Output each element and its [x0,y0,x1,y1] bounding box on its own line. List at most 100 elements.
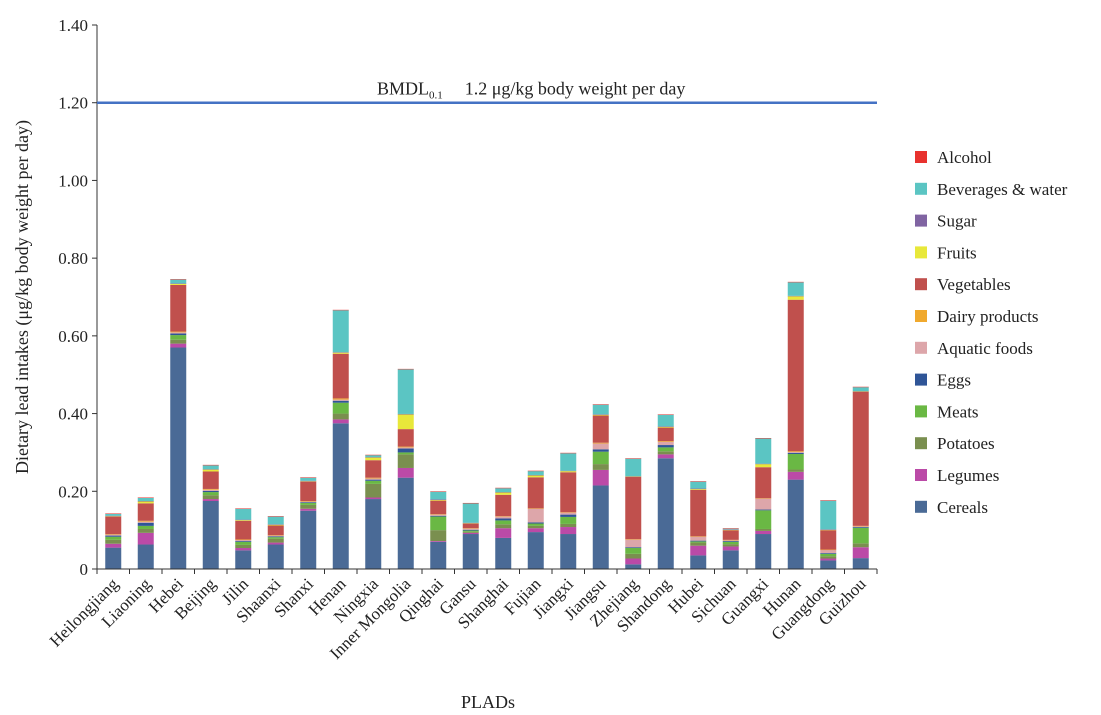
bar-segment [787,295,804,297]
bar-segment [300,480,317,482]
bar-segment [755,530,772,535]
bar-segment [625,547,642,549]
bar-segment [592,464,609,470]
bar-segment [105,535,122,537]
bar-segment [365,455,382,458]
bar-segment [495,537,512,569]
bar-segment [852,547,869,559]
bar-segment [267,538,284,543]
bar-segment [267,524,284,526]
bar-segment [202,499,219,501]
bar-segment [202,489,219,491]
bar-segment [560,516,577,524]
bar-segment [560,472,577,513]
legend-label: Dairy products [937,307,1039,326]
bar-segment [105,539,122,544]
bar-segment [495,516,512,519]
bar-segment [462,523,479,524]
bar-segment [137,544,154,569]
bar-segment [202,471,219,489]
legend-label: Aquatic foods [937,339,1033,358]
bar-segment [690,488,707,490]
bar-segment [397,446,414,448]
bar-segment [852,391,869,526]
bar-segment [657,445,674,448]
bar-segment [755,464,772,468]
bar-segment [560,534,577,569]
legend-swatch [915,310,927,322]
bar-segment [657,441,674,442]
bar-segment [592,415,609,443]
bar-segment [300,477,317,478]
bar-segment [397,452,414,455]
bar-segment [657,414,674,427]
bar-segment [430,499,447,501]
bar-segment [430,541,447,569]
legend-label: Eggs [937,371,971,390]
legend-label: Cereals [937,498,988,517]
bar-segment [137,497,154,501]
bar-segment [365,483,382,498]
bar-segment [105,513,122,516]
bar-segment [300,504,317,509]
bar-segment [300,481,317,501]
bar-segment [852,391,869,392]
bar-segment [365,457,382,458]
bar-segment [592,449,609,452]
bar-segment [787,451,804,453]
bar-segment [267,525,284,536]
bar-segment [462,534,479,569]
bar-segment [397,467,414,478]
bar-segment [202,501,219,569]
bar-segment [495,516,512,517]
bar-segment [560,527,577,535]
bar-segment [527,532,544,569]
bar-segment [332,423,349,569]
bar-segment [430,530,447,542]
bar-segment [430,516,447,531]
bar-segment [820,553,837,557]
bar-segment [430,491,447,492]
x-axis-title: PLADs [461,692,515,712]
bar-segment [722,540,739,542]
bar-segment [657,426,674,428]
bar-segment [690,545,707,556]
bar-segment [690,541,707,543]
bar-segment [852,526,869,528]
bar-segment [462,502,479,504]
bar-segment [495,528,512,538]
bar-segment [170,333,187,336]
bar-segment [820,553,837,554]
bar-segment [852,525,869,527]
bar-segment [105,534,122,535]
bar-segment [657,454,674,459]
bar-segment [852,527,869,544]
y-tick-label: 1.40 [58,16,88,35]
legend-label: Vegetables [937,275,1011,294]
bar-segment [527,525,544,529]
bar-segment [495,487,512,489]
bar-segment [332,353,349,399]
bar-segment [625,564,642,569]
bar-segment [397,454,414,468]
bar-segment [202,469,219,470]
bar-segment [235,539,252,540]
bar-segment [820,549,837,554]
bar-segment [657,451,674,455]
bar-segment [365,478,382,480]
bar-segment [397,447,414,449]
bar-segment [592,443,609,450]
bar-segment [397,414,414,430]
bar-segment [495,520,512,525]
bar-segment [755,438,772,439]
bar-segment [560,514,577,517]
bar-segment [202,469,219,472]
bar-segment [365,497,382,500]
bar-segment [495,492,512,495]
bar-segment [852,527,869,528]
bar-segment [397,477,414,569]
bar-segment [755,498,772,499]
legend-swatch [915,500,927,513]
bar-segment [787,452,804,454]
legend-label: Sugar [937,212,977,231]
